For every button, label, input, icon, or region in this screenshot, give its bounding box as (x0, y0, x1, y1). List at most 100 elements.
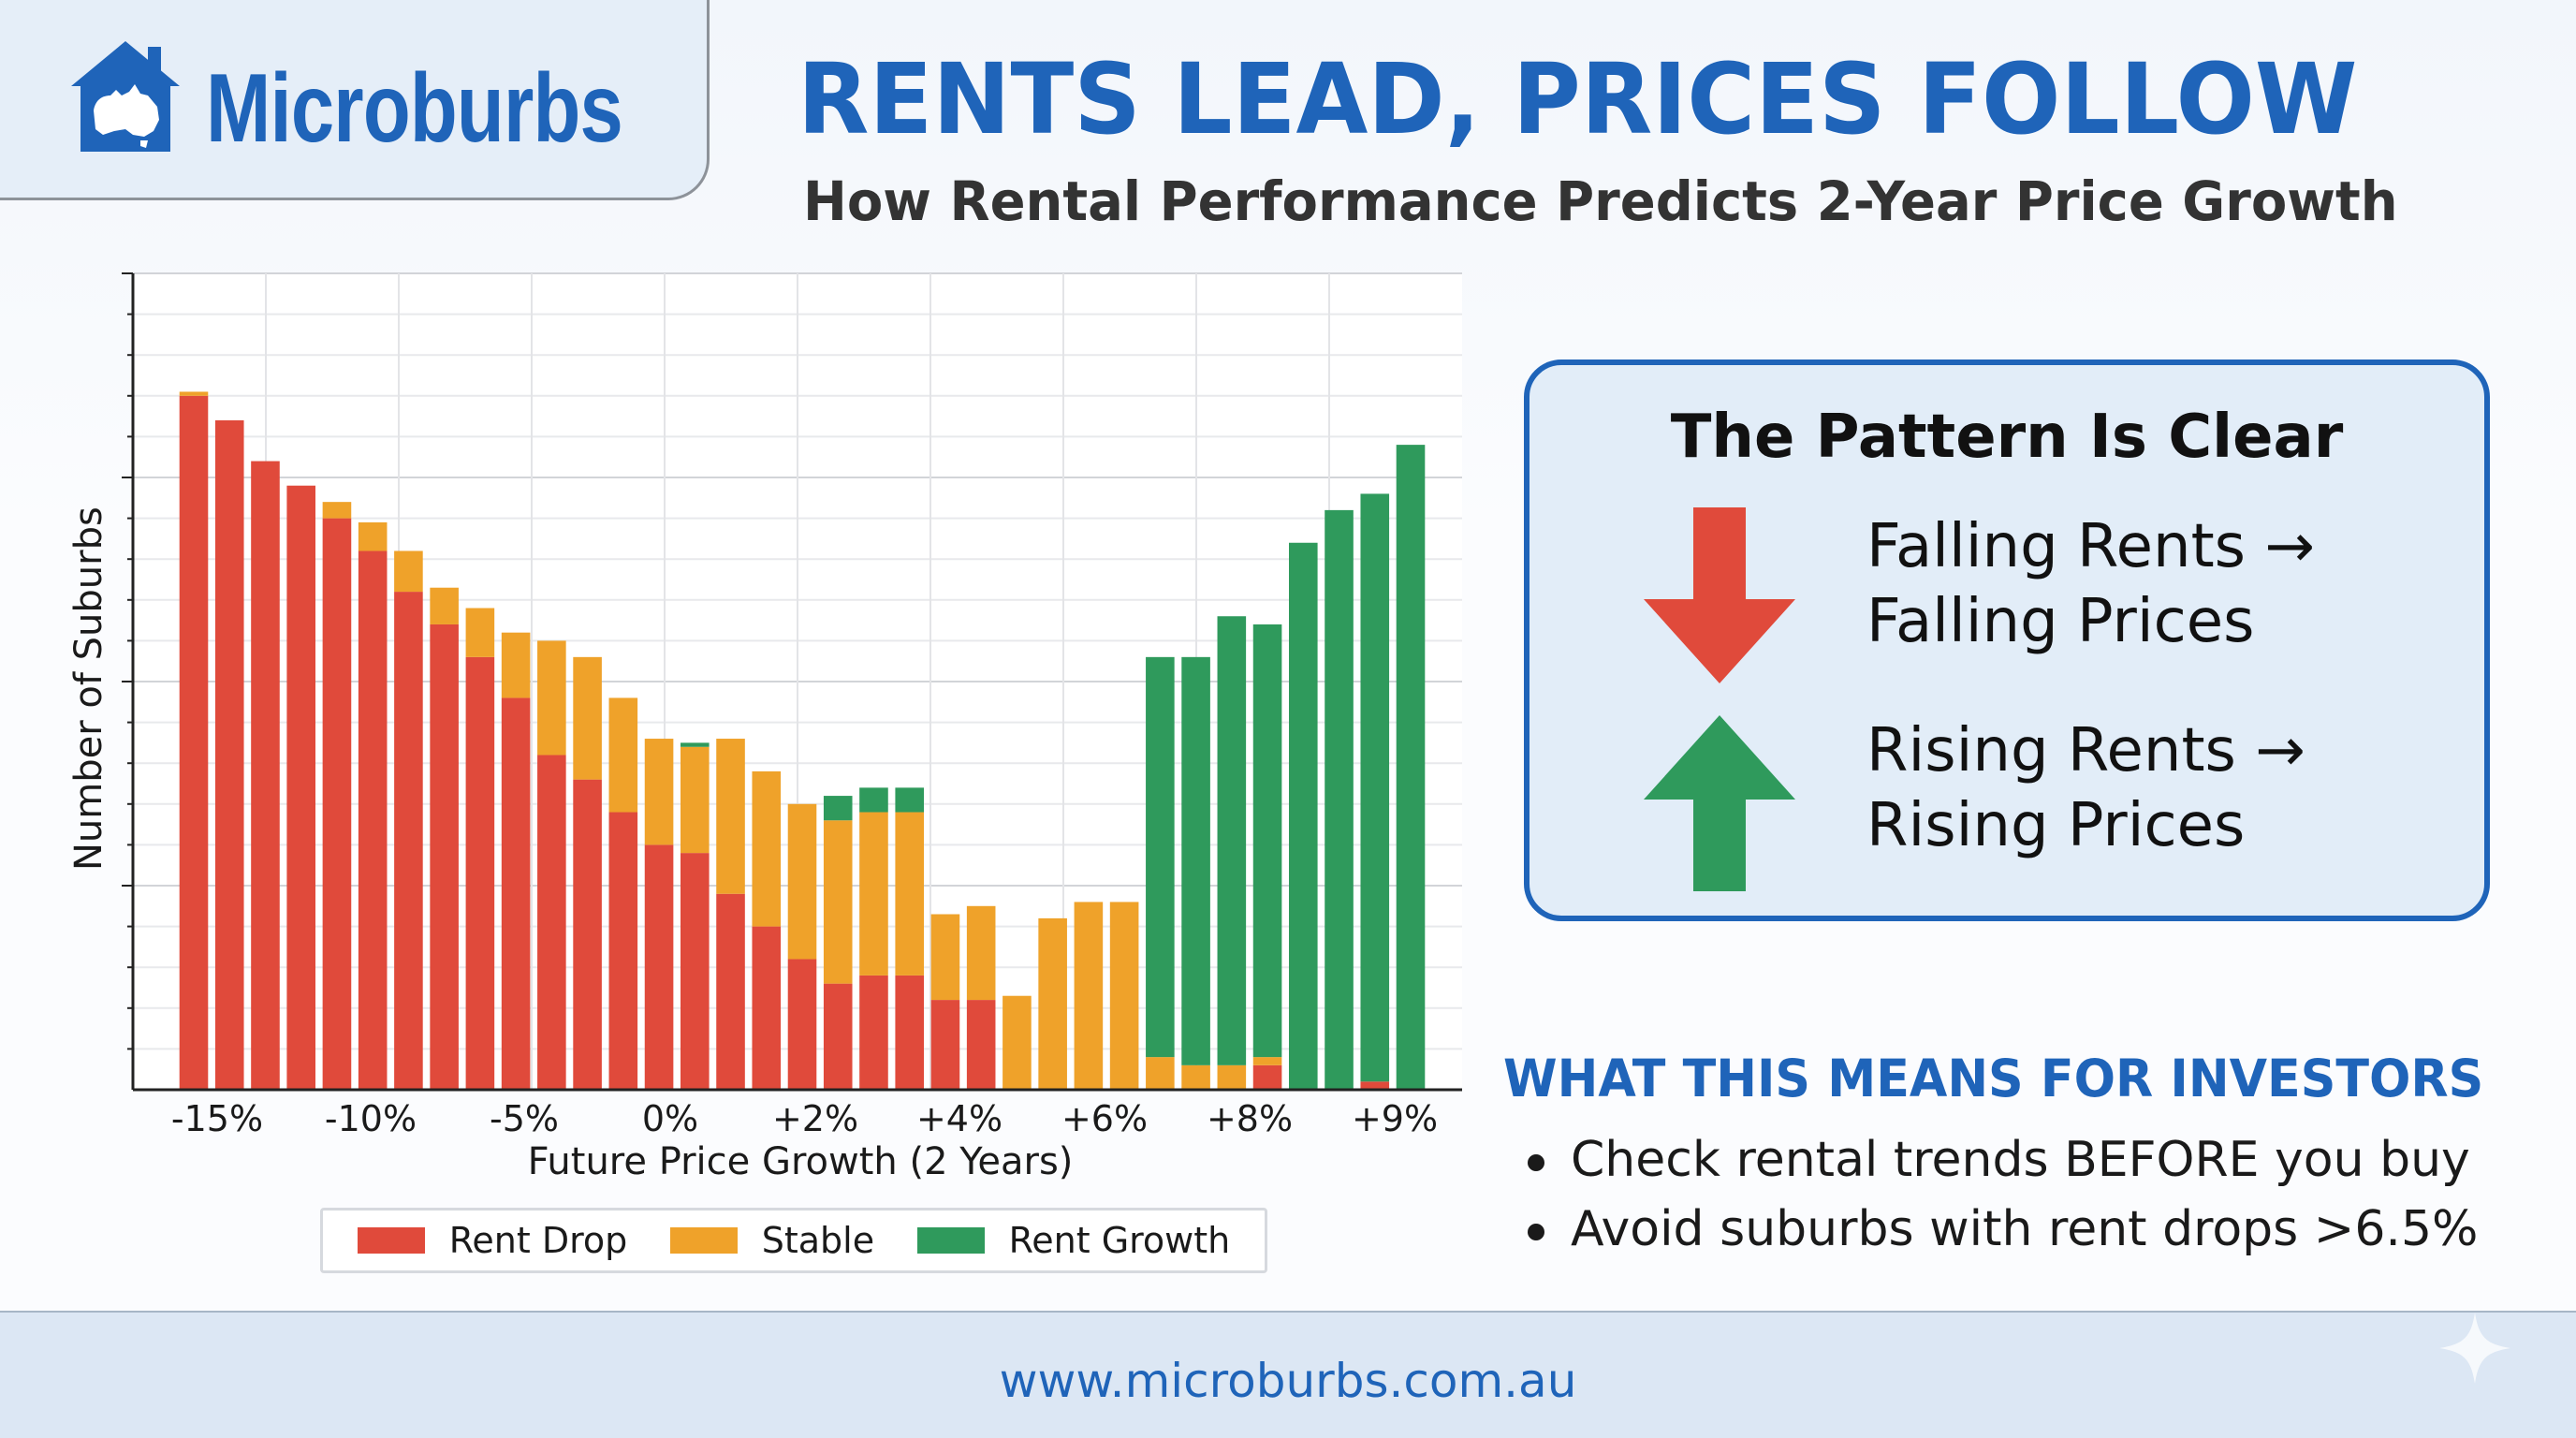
bar-segment-rent-drop (895, 975, 924, 1090)
pattern-text-falling: Falling Rents → Falling Prices (1866, 509, 2466, 659)
investor-bullet: Check rental trends BEFORE you buy (1526, 1125, 2555, 1195)
bar-segment-stable (859, 812, 888, 976)
bar-segment-rent-drop (251, 461, 280, 1090)
legend-label-rent-drop: Rent Drop (448, 1220, 628, 1261)
bar-segment-stable (752, 770, 782, 927)
pattern-line-rising-rents: Rising Rents → (1866, 716, 2305, 785)
investors-heading: WHAT THIS MEANS FOR INVESTORS (1503, 1049, 2484, 1108)
legend-swatch-rent-growth (916, 1227, 985, 1254)
footer-website-link[interactable]: www.microburbs.com.au (999, 1354, 1577, 1408)
bar-segment-stable (716, 739, 745, 894)
pattern-callout-box: The Pattern Is Clear Falling Rents → Fal… (1524, 360, 2490, 921)
bar-segment-stable (1003, 995, 1032, 1090)
bar-segment-rent-growth (859, 787, 888, 813)
bar-segment-stable (322, 502, 352, 519)
logo-panel: Microburbs (0, 0, 710, 200)
bar-segment-rent-drop (465, 656, 495, 1090)
bar-segment-rent-drop (752, 926, 782, 1090)
page-subtitle: How Rental Performance Predicts 2-Year P… (803, 169, 2398, 233)
bar-segment-rent-drop (1252, 1064, 1282, 1090)
x-tick-label: +6% (1061, 1098, 1148, 1139)
bar-segment-stable (787, 803, 817, 960)
bar-segment-rent-drop (859, 975, 888, 1090)
bar-segment-rent-drop (1360, 1081, 1390, 1090)
x-tick-label: -10% (325, 1098, 417, 1139)
bar-segment-stable (1146, 1057, 1175, 1090)
bar-segment-rent-drop (214, 419, 244, 1091)
page-title: RENTS LEAD, PRICES FOLLOW (798, 42, 2358, 156)
legend-item-rent-drop: Rent Drop (357, 1220, 628, 1261)
bar-segment-rent-drop (644, 844, 674, 1090)
x-axis-title: Future Price Growth (2 Years) (527, 1140, 1074, 1183)
bar-segment-rent-drop (537, 755, 566, 1090)
bar-segment-rent-growth (681, 742, 710, 747)
pattern-title: The Pattern Is Clear (1670, 403, 2344, 472)
legend-swatch-rent-drop (357, 1227, 425, 1254)
brand-name: Microburbs (206, 54, 623, 163)
bar-segment-rent-growth (1325, 509, 1354, 1090)
arrow-up-icon (1644, 715, 1795, 891)
bar-segment-stable (1181, 1064, 1210, 1090)
bar-segment-rent-growth (1360, 493, 1390, 1082)
bar-segment-rent-drop (823, 983, 853, 1090)
chart-legend: Rent Drop Stable Rent Growth (320, 1208, 1267, 1273)
bar-segment-rent-drop (573, 779, 602, 1090)
bar-segment-stable (1038, 917, 1067, 1090)
bar-segment-rent-growth (1181, 656, 1210, 1065)
bar-segment-rent-drop (966, 1000, 996, 1090)
bar-segment-stable (1109, 902, 1139, 1090)
bar-segment-rent-drop (286, 485, 315, 1090)
bar-segment-rent-drop (179, 395, 209, 1090)
bar-segment-rent-drop (787, 959, 817, 1090)
bar-segment-stable (1252, 1057, 1282, 1065)
house-with-australia-map-icon (71, 41, 180, 152)
legend-item-rent-growth: Rent Growth (916, 1220, 1231, 1261)
bar-segment-stable (1217, 1064, 1247, 1090)
bar-segment-rent-drop (716, 893, 745, 1090)
bar-segment-stable (930, 914, 960, 1001)
investor-bullet-list: Check rental trends BEFORE you buy Avoid… (1526, 1125, 2555, 1264)
bar-segment-rent-growth (823, 796, 853, 821)
bar-segment-stable (966, 905, 996, 1001)
bar-segment-rent-drop (608, 812, 638, 1090)
arrow-down-icon (1644, 507, 1795, 683)
legend-label-rent-growth: Rent Growth (1008, 1220, 1231, 1261)
x-tick-label: +2% (772, 1098, 858, 1139)
bar-segment-rent-drop (930, 1000, 960, 1090)
bar-segment-rent-drop (501, 697, 531, 1090)
bar-segment-stable (430, 587, 459, 624)
bar-segment-rent-drop (430, 624, 459, 1090)
legend-label-stable: Stable (761, 1220, 875, 1261)
bar-segment-rent-drop (681, 853, 710, 1090)
bar-segment-stable (179, 391, 209, 396)
bar-segment-rent-growth (1146, 656, 1175, 1058)
stacked-bar-chart: -15% -10% -5% 0% +2% +4% +6% +8% +9% (122, 272, 1462, 1139)
bar-segment-stable (394, 550, 423, 593)
pattern-line-rising-prices: Rising Prices (1866, 791, 2246, 860)
x-tick-label: -5% (490, 1098, 559, 1139)
bar-segment-rent-drop (322, 518, 352, 1090)
bar-segment-stable (608, 697, 638, 813)
bar-segment-stable (358, 521, 388, 551)
x-tick-label: 0% (642, 1098, 698, 1139)
bar-segment-stable (465, 608, 495, 657)
bar-segment-stable (1074, 902, 1104, 1090)
bar-segment-stable (644, 739, 674, 845)
bar-segment-rent-drop (394, 592, 423, 1090)
investor-bullet: Avoid suburbs with rent drops >6.5% (1526, 1195, 2555, 1264)
bar-segment-stable (681, 746, 710, 854)
pattern-line-falling-prices: Falling Prices (1866, 587, 2255, 656)
bar-segment-rent-growth (1289, 542, 1318, 1090)
bar-segment-stable (537, 640, 566, 756)
bar-segment-stable (895, 812, 924, 976)
x-tick-label: +4% (916, 1098, 1003, 1139)
bar-segment-rent-growth (1396, 445, 1426, 1090)
sparkle-icon (2439, 1313, 2510, 1384)
legend-item-stable: Stable (669, 1220, 875, 1261)
bar-segment-rent-growth (895, 787, 924, 813)
footer: www.microburbs.com.au (0, 1311, 2576, 1438)
bar-segment-stable (823, 820, 853, 984)
bar-segment-rent-growth (1252, 624, 1282, 1058)
bar-segment-stable (573, 656, 602, 780)
legend-swatch-stable (669, 1227, 738, 1254)
